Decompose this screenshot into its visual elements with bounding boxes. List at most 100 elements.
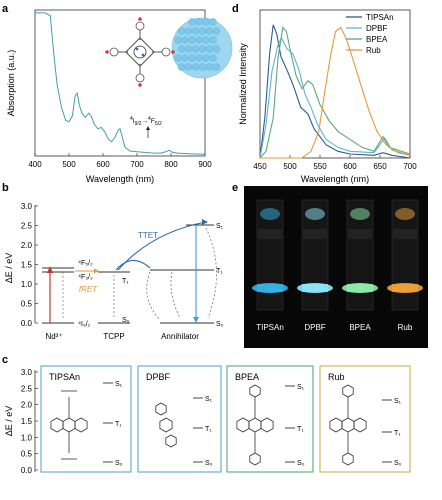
panel-b-ytick-label: 0.5 xyxy=(21,300,33,309)
dpbf-s0-label: S₀ xyxy=(205,460,213,467)
molecule-name-dpbf: DPBF xyxy=(146,372,171,382)
oxygen-atom xyxy=(138,17,142,21)
ttet-arrow-2 xyxy=(117,221,207,271)
vial-dpbf: DPBF xyxy=(297,199,333,332)
nanoparticle-sphere xyxy=(181,36,189,44)
nanoparticle-sphere xyxy=(198,63,207,71)
nanoparticle-sphere xyxy=(188,36,196,44)
nanoparticle-spheres xyxy=(174,18,221,71)
vial-cap-glow xyxy=(350,208,370,220)
upconversion-emission-arrowhead xyxy=(193,317,199,323)
nanoparticle-sphere xyxy=(212,27,221,35)
phenyl-ring xyxy=(109,47,119,57)
panel-b-ylabel: ΔE / eV xyxy=(4,253,14,284)
nanoparticle-sphere xyxy=(191,27,200,35)
molecule-box-tipsan xyxy=(40,365,132,473)
panel-b-letter: b xyxy=(2,182,9,194)
ann-s0-label: S₀ xyxy=(216,321,224,328)
vial-rub: Rub xyxy=(387,199,423,332)
vial-label: BPEA xyxy=(349,323,371,332)
vial-glow-band xyxy=(257,284,283,292)
panel-a-absorption-chart: 400 500 600 700 800 900 Absorption (a.u.) Wav… xyxy=(6,9,233,184)
panel-a-xlabel: Wavelength (nm) xyxy=(86,174,154,184)
molecule-name-tipsan: TIPSAn xyxy=(49,372,80,382)
panel-d-xtick-label: 450 xyxy=(253,162,267,171)
tipsan-t1-label: T₁ xyxy=(115,421,122,428)
vial-label: DPBF xyxy=(304,323,325,332)
panel-a-xtick-label: 900 xyxy=(198,160,212,169)
nd-f52-label: ⁴F₅/₂ xyxy=(78,260,93,267)
nanoparticle-sphere xyxy=(177,45,186,53)
phenyl-ring xyxy=(135,21,145,31)
panel-b-ytick-label: 2.5 xyxy=(21,222,33,231)
panel-a-xtick-label: 400 xyxy=(28,160,42,169)
nitrogen-atom xyxy=(135,47,139,51)
dpbf-t1-label: T₁ xyxy=(205,426,212,433)
panel-a-letter: a xyxy=(2,3,9,15)
vial-cap-glow xyxy=(305,208,325,220)
panel-a-xtick-label: 700 xyxy=(130,160,144,169)
bpea-s0-label: S₀ xyxy=(297,460,305,467)
oxygen-atom xyxy=(105,50,109,54)
nanoparticle-sphere xyxy=(202,18,210,26)
panel-c-ytick-label: 3.0 xyxy=(21,368,33,377)
panel-a-annotation-arrowhead xyxy=(146,126,150,130)
nanoparticle-sphere xyxy=(191,63,200,71)
vial-label-sticker xyxy=(393,229,417,239)
panel-d-frame xyxy=(259,9,411,159)
panel-c-ytick-label: 1.5 xyxy=(21,417,33,426)
vial-label-sticker xyxy=(258,229,282,239)
panel-a-absorption-line xyxy=(35,12,206,155)
nanoparticle-sphere xyxy=(188,54,196,62)
annihilator-label: Annihilator xyxy=(161,332,199,341)
porphyrin-core xyxy=(125,37,155,67)
vial-label: Rub xyxy=(398,323,413,332)
ann-t1-label: T₁ xyxy=(216,268,223,275)
vial-label: TIPSAn xyxy=(256,323,284,332)
phenyl-ring xyxy=(161,47,171,57)
vial-cap-glow xyxy=(260,208,280,220)
panel-d-xtick-label: 700 xyxy=(403,162,417,171)
tcpp-t1-label: T₁ xyxy=(122,278,129,285)
oxygen-atom xyxy=(138,83,142,87)
panel-a-xtick-label: 800 xyxy=(164,160,178,169)
nanoparticle-sphere xyxy=(174,54,182,62)
nanoparticle-sphere xyxy=(209,54,217,62)
panel-b-ytick-label: 1.5 xyxy=(21,261,33,270)
panel-c-ytick-label: 0.0 xyxy=(21,466,33,475)
nd-label: Nd³⁺ xyxy=(45,332,62,341)
panel-c-ytick-label: 1.0 xyxy=(21,433,33,442)
tcpp-label: TCPP xyxy=(103,332,124,341)
tipsan-s1-label: S₁ xyxy=(115,381,123,388)
tipsan-s0-label: S₀ xyxy=(115,460,123,467)
structure-dpbf xyxy=(155,402,177,448)
emission-line-dpbf xyxy=(259,36,411,159)
nanoparticle-sphere xyxy=(209,18,217,26)
ttet-arrow-1 xyxy=(115,259,151,271)
nanoparticle-sphere xyxy=(202,36,210,44)
dpbf-s1-label: S₁ xyxy=(205,396,213,403)
nanoparticle-sphere xyxy=(195,18,203,26)
panel-d-letter: d xyxy=(232,3,239,15)
molecule-name-bpea: BPEA xyxy=(235,372,259,382)
nanoparticle-sphere xyxy=(205,27,214,35)
porphyrin-nanoparticle-illustration xyxy=(105,17,233,87)
panel-e-letter: e xyxy=(232,182,238,194)
nanoparticle-sphere xyxy=(191,45,200,53)
fret-label: fRET xyxy=(79,285,98,294)
panel-b-ytick-label: 3.0 xyxy=(21,202,33,211)
nanoparticle-sphere xyxy=(177,63,186,71)
nanoparticle-sphere xyxy=(212,63,221,71)
nd-f32-label: ⁴F₃/₂ xyxy=(78,274,93,281)
molecule-box-dpbf xyxy=(137,365,222,473)
vial-tipsan: TIPSAn xyxy=(252,199,288,332)
vial-label-sticker xyxy=(348,229,372,239)
emission-line-bpea xyxy=(259,26,411,159)
nanoparticle-sphere xyxy=(184,45,193,53)
panel-b-energy-diagram: 3.0 2.5 2.0 1.5 1.0 0.5 0.0 ΔE / eV ⁴F₅/₂ ⁴F₃/… xyxy=(4,202,224,341)
nanoparticle-sphere xyxy=(202,54,210,62)
panel-b-ytick-label: 1.0 xyxy=(21,280,33,289)
nanoparticle-sphere xyxy=(181,54,189,62)
tta-curve-mid xyxy=(170,271,181,319)
